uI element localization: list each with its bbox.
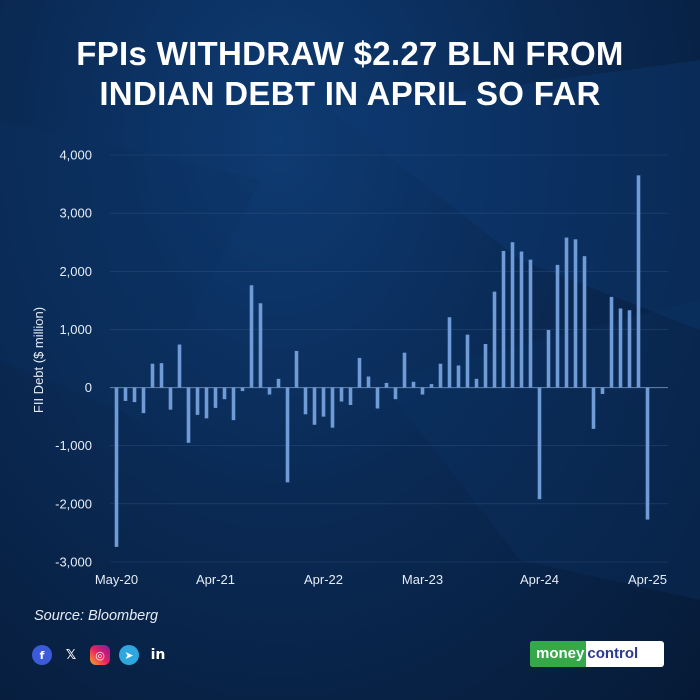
bar-Jul-21 [240, 387, 245, 392]
bar-Sep-22 [366, 376, 371, 388]
y-tick-label: 3,000 [59, 206, 92, 221]
bar-Mar-22 [312, 387, 317, 425]
bar-Oct-23 [483, 343, 488, 388]
bar-Aug-23 [465, 334, 470, 388]
y-tick-label: 2,000 [59, 264, 92, 279]
y-tick-label: 1,000 [59, 322, 92, 337]
y-axis-label: FII Debt ($ million) [31, 307, 46, 413]
chart-title: FPIs WITHDRAW $2.27 BLN FROM INDIAN DEBT… [0, 34, 700, 114]
x-tick-label: Apr-25 [628, 572, 667, 587]
x-icon[interactable]: 𝕏 [65, 647, 77, 663]
bar-Jan-23 [402, 352, 407, 388]
bar-Jan-22 [294, 350, 299, 388]
bar-Oct-20 [159, 363, 164, 388]
bar-Aug-22 [357, 357, 362, 388]
bar-May-23 [438, 363, 443, 388]
bar-Jun-24 [555, 264, 560, 388]
bar-Jun-22 [339, 387, 344, 402]
bar-Mar-21 [204, 387, 209, 419]
bar-Jan-21 [186, 387, 191, 443]
bar-Apr-22 [321, 387, 326, 417]
brand-logo-part2: control [587, 645, 639, 662]
bar-Feb-24 [519, 251, 524, 388]
bar-Jan-24 [510, 242, 515, 388]
bar-Mar-23 [420, 387, 425, 395]
bar-Apr-24 [537, 387, 542, 500]
bar-Feb-21 [195, 387, 200, 415]
linkedin-icon[interactable]: in [150, 647, 166, 663]
bar-Jul-24 [564, 237, 569, 388]
bar-Feb-25 [627, 310, 632, 388]
y-tick-label: 4,000 [59, 148, 92, 163]
instagram-icon[interactable]: ◎ [90, 645, 110, 665]
bar-Jul-23 [456, 365, 461, 388]
bar-Apr-23 [429, 384, 434, 388]
x-tick-label: Mar-23 [402, 572, 443, 587]
bar-Dec-20 [177, 344, 182, 388]
telegram-icon[interactable]: ➤ [119, 645, 139, 665]
x-tick-label: Apr-24 [520, 572, 559, 587]
bar-Nov-24 [600, 387, 605, 394]
bar-Nov-20 [168, 387, 173, 410]
bar-Apr-25 [645, 387, 650, 520]
bar-May-20 [114, 387, 119, 547]
brand-logo-part1: money [530, 641, 587, 667]
bar-Nov-23 [492, 291, 497, 388]
bar-Jun-21 [231, 387, 236, 421]
bar-Jan-25 [618, 308, 623, 388]
bar-Mar-24 [528, 259, 533, 388]
brand-logo: money control [530, 641, 664, 667]
y-tick-label: -2,000 [55, 496, 92, 511]
bar-Oct-21 [267, 387, 272, 395]
bar-Sep-23 [474, 378, 479, 388]
bar-Dec-21 [285, 387, 290, 483]
bar-May-24 [546, 330, 551, 388]
bar-May-21 [222, 387, 227, 400]
bar-Apr-21 [213, 387, 218, 408]
bar-Aug-20 [141, 387, 146, 414]
x-tick-label: Apr-21 [196, 572, 235, 587]
x-axis-ticks: May-20 Apr-21 Apr-22 Mar-23 Apr-24 Apr-25 [95, 572, 667, 587]
bar-Oct-22 [375, 387, 380, 409]
bar-Sep-24 [582, 256, 587, 388]
title-line-2: INDIAN DEBT IN APRIL SO FAR [99, 75, 601, 112]
bar-Feb-22 [303, 387, 308, 415]
social-links: f 𝕏 ◎ ➤ in [32, 645, 168, 665]
bar-Nov-21 [276, 378, 281, 388]
bar-Dec-23 [501, 250, 506, 388]
bar-Dec-22 [393, 387, 398, 400]
bar-Nov-22 [384, 382, 389, 388]
y-axis-ticks: 4,000 3,000 2,000 1,000 0 -1,000 -2,000 -3,000 [55, 148, 92, 570]
bar-Mar-25 [636, 175, 641, 388]
bar-Jun-20 [123, 387, 128, 401]
y-tick-label: -3,000 [55, 555, 92, 570]
title-line-1: FPIs WITHDRAW $2.27 BLN FROM [76, 35, 624, 72]
bars [114, 175, 650, 547]
bar-Aug-24 [573, 239, 578, 388]
facebook-icon[interactable]: f [32, 645, 52, 665]
bar-Feb-23 [411, 381, 416, 388]
bar-Jul-22 [348, 387, 353, 406]
bar-Sep-21 [258, 303, 263, 388]
bar-Oct-24 [591, 387, 596, 429]
x-tick-label: Apr-22 [304, 572, 343, 587]
bar-Jun-23 [447, 317, 452, 388]
bar-Dec-24 [609, 296, 614, 388]
bar-Jul-20 [132, 387, 137, 403]
y-tick-label: -1,000 [55, 438, 92, 453]
source-note: Source: Bloomberg [34, 608, 159, 624]
y-tick-label: 0 [85, 380, 92, 395]
bar-Sep-20 [150, 363, 155, 388]
bar-Aug-21 [249, 285, 254, 388]
bar-May-22 [330, 387, 335, 428]
x-tick-label: May-20 [95, 572, 138, 587]
